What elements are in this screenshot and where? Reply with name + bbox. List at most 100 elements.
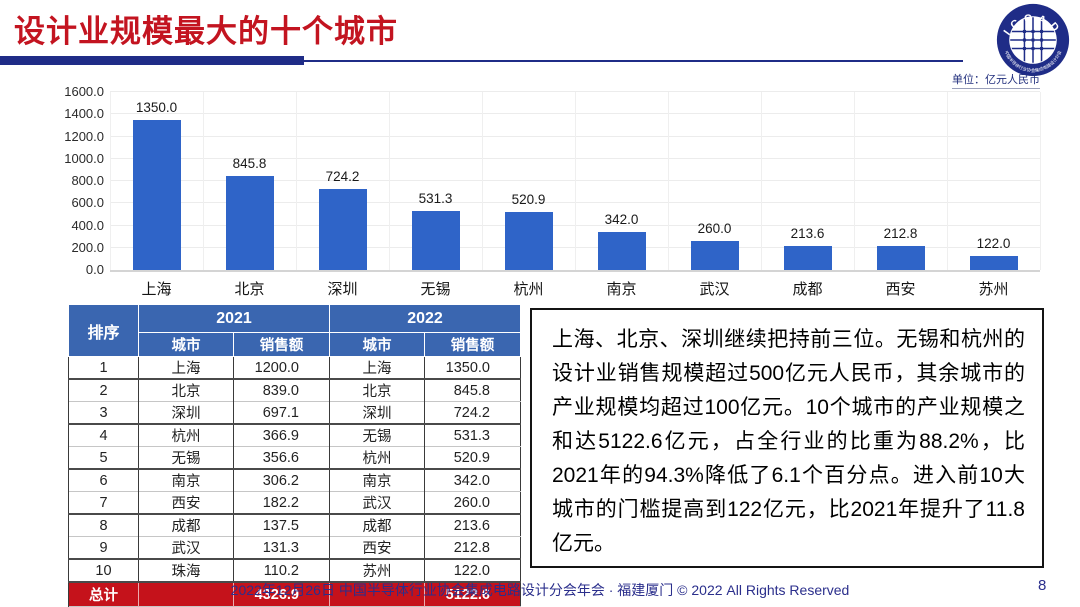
gridline [110,92,111,270]
category-label: 成都 [792,281,823,298]
table-cell: 366.9 [233,424,330,447]
table-cell: 西安 [138,491,234,514]
table-cell: 122.0 [424,559,521,582]
table-cell: 武汉 [329,491,425,514]
y-axis-tick: 1600.0 [64,84,104,99]
bar-西安 [876,246,925,270]
table-row: 1 上海 1200.0 上海 1350.0 [68,356,521,379]
gridline [389,92,390,270]
table-cell: 839.0 [233,379,330,402]
table-row: 5 无锡 356.6 杭州 520.9 [68,446,521,469]
table-cell: 7 [68,491,139,514]
total-cell [329,582,425,607]
gridline [761,92,762,270]
y-axis-tick: 1400.0 [64,106,104,122]
table-cell: 无锡 [329,424,425,447]
category-label: 深圳 [327,281,358,298]
header-rank: 排序 [68,304,139,357]
category-label: 南京 [606,281,637,298]
table-cell: 成都 [329,514,425,537]
commentary-panel: 上海、北京、深圳继续把持前三位。无锡和杭州的设计业销售规模超过500亿元人民币，… [530,308,1044,568]
table-cell: 武汉 [138,536,234,559]
bar-value-label: 122.0 [976,236,1011,252]
table-cell: 4 [68,424,139,447]
y-axis-tick: 0.0 [85,262,104,277]
bar-slot: 845.8 [203,92,296,270]
table-cell: 6 [68,469,139,492]
header-sales-2022: 销售额 [424,332,521,357]
chart-unit-label: 单位：亿元人民币 [952,71,1040,89]
gridline [947,92,948,270]
page-number: 8 [1038,577,1047,594]
bar-上海 [132,119,181,270]
bar-slot: 1350.0 [110,92,203,270]
bar-武汉 [690,241,739,270]
table-cell: 3 [68,401,139,424]
bar-slot: 122.0 [947,92,1040,270]
table-cell: 上海 [329,356,425,379]
table-row: 2 北京 839.0 北京 845.8 [68,379,521,402]
table-cell: 531.3 [424,424,521,447]
table-cell: 珠海 [138,559,234,582]
total-row: 总计 4326.9 5122.6 [68,582,521,607]
total-cell: 4326.9 [233,582,330,607]
gridline [203,92,204,270]
bar-slot: 213.6 [761,92,854,270]
bar-chart: 0.0 200.0 400.0 600.0 800.0 1000.0 1200.0 1400.… [62,84,1044,298]
total-cell: 5122.6 [424,582,521,607]
table-cell: 杭州 [138,424,234,447]
bar-杭州 [504,212,553,270]
footer-text: 2022年12月26日 中国半导体行业协会集成电路设计分会年会 · 福建厦门 ©… [230,582,850,598]
y-axis-tick: 800.0 [71,173,104,188]
category-label: 西安 [885,281,916,298]
table-cell: 182.2 [233,491,330,514]
gridline [110,91,1040,92]
gridline [482,92,483,270]
bar-value-label: 531.3 [418,190,453,206]
y-axis-tick: 1000.0 [64,150,104,166]
y-axis-tick: 400.0 [71,217,104,233]
table-cell: 南京 [329,469,425,492]
table-cell: 南京 [138,469,234,492]
plot-area: 1350.0 845.8 724.2 531.3 520.9 342.0 260.0 213.… [110,91,1041,272]
table-row: 9 武汉 131.3 西安 212.8 [68,536,521,559]
bar-value-label: 260.0 [697,221,732,237]
table-cell: 342.0 [424,469,521,492]
header-sales-2021: 销售额 [233,332,330,357]
bar-value-label: 1350.0 [135,99,178,115]
bar-slot: 212.8 [854,92,947,270]
table-cell: 5 [68,446,139,469]
header-year-2021: 2021 [138,304,330,333]
table-cell: 北京 [138,379,234,402]
bar-slot: 724.2 [296,92,389,270]
table-cell: 北京 [329,379,425,402]
bar-value-label: 724.2 [325,169,360,185]
category-label: 杭州 [513,281,544,298]
table-cell: 1350.0 [424,356,521,379]
bar-深圳 [318,189,367,270]
total-cell [138,582,234,607]
table-cell: 845.8 [424,379,521,402]
gridline [854,92,855,270]
gridline [668,92,669,270]
table-cell: 110.2 [233,559,330,582]
category-label: 苏州 [978,281,1009,298]
table-row: 3 深圳 697.1 深圳 724.2 [68,401,521,424]
table-cell: 213.6 [424,514,521,537]
iccad-logo-icon: ICCAD 中国半导体行业协会集成电路设计分会 [995,2,1071,78]
category-label: 北京 [234,281,265,298]
table-cell: 深圳 [138,401,234,424]
table-cell: 无锡 [138,446,234,469]
table-cell: 520.9 [424,446,521,469]
table-row: 8 成都 137.5 成都 213.6 [68,514,521,537]
title-underline-thin [0,60,963,62]
table-body: 1 上海 1200.0 上海 1350.0 2 北京 839.0 北京 845.8 3 深圳 697.1… [68,356,521,607]
category-label: 武汉 [699,281,730,298]
table-cell: 深圳 [329,401,425,424]
table-row: 4 杭州 366.9 无锡 531.3 [68,424,521,447]
bar-value-label: 213.6 [790,226,825,242]
bar-value-label: 342.0 [604,211,639,227]
header-city-2022: 城市 [329,332,425,357]
table-cell: 上海 [138,356,234,379]
